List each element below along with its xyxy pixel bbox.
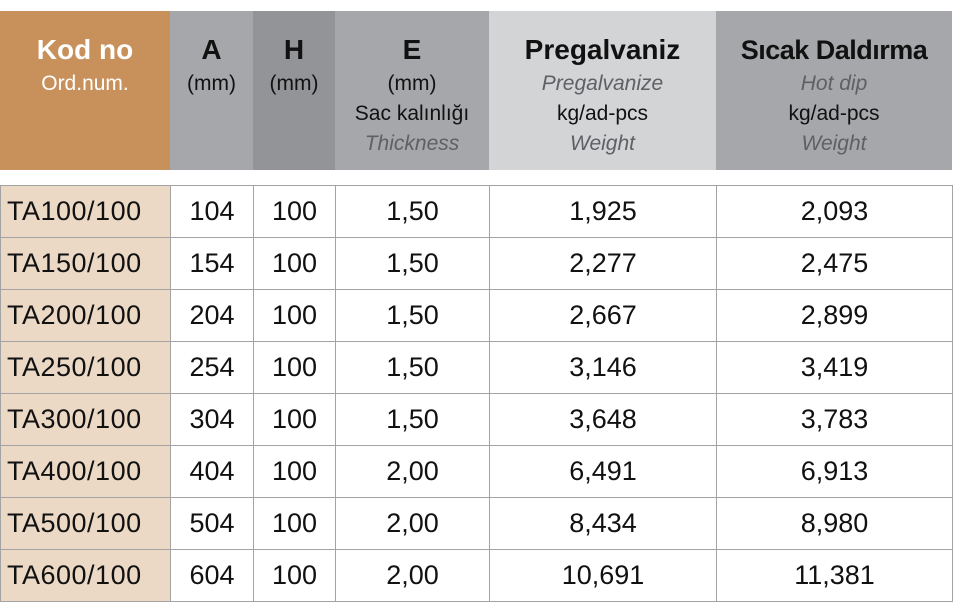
header-pregalvaniz-italic: Pregalvanize [541,72,664,95]
cell-a: 254 [170,341,254,394]
cell-hotdip: 11,381 [716,549,953,602]
header-h: H (mm) [253,11,335,170]
cell-h: 100 [253,445,336,498]
cell-pregalvaniz: 1,925 [489,185,717,238]
cell-e: 1,50 [335,341,490,394]
header-pregalvaniz-title: Pregalvaniz [524,34,681,65]
header-h-title: H [283,34,305,65]
table-row: TA100/100 104 100 1,50 1,925 2,093 [0,185,953,238]
cell-hotdip: 8,980 [716,497,953,550]
cell-a: 304 [170,393,254,446]
cell-h: 100 [253,341,336,394]
cell-a: 154 [170,237,254,290]
header-a-title: A [201,34,222,65]
cell-e: 1,50 [335,237,490,290]
cell-h: 100 [253,289,336,342]
cell-e: 1,50 [335,289,490,342]
cell-pregalvaniz: 6,491 [489,445,717,498]
header-code-title: Kod no [36,34,134,65]
cell-code: TA300/100 [0,393,171,446]
cell-code: TA400/100 [0,445,171,498]
product-table: TA100/100 104 100 1,50 1,925 2,093 TA150/100 15… [0,185,953,602]
cell-code: TA500/100 [0,497,171,550]
cell-code: TA100/100 [0,185,171,238]
cell-pregalvaniz: 2,667 [489,289,717,342]
cell-e: 2,00 [335,549,490,602]
cell-h: 100 [253,237,336,290]
header-e-sub: Sac kalınlığı [354,102,470,125]
cell-hotdip: 3,419 [716,341,953,394]
cell-code: TA600/100 [0,549,171,602]
cell-e: 1,50 [335,393,490,446]
header-hotdip: Sıcak Daldırma Hot dip kg/ad-pcs Weight [716,11,952,170]
header-e-title: E [402,34,422,65]
header-pregalvaniz-weight: Weight [570,132,635,155]
cell-pregalvaniz: 2,277 [489,237,717,290]
header-a-unit: (mm) [187,72,236,95]
cell-hotdip: 6,913 [716,445,953,498]
header-code-sub: Ord.num. [41,72,129,95]
header-pregalvaniz-unit: kg/ad-pcs [556,102,649,125]
cell-code: TA250/100 [0,341,171,394]
cell-pregalvaniz: 10,691 [489,549,717,602]
table-row: TA250/100 254 100 1,50 3,146 3,419 [0,341,953,394]
cell-a: 604 [170,549,254,602]
header-h-unit: (mm) [269,72,319,95]
table-row: TA600/100 604 100 2,00 10,691 11,381 [0,549,953,602]
header-hotdip-italic: Hot dip [800,72,868,95]
header-code: Kod no Ord.num. [0,11,170,170]
cell-h: 100 [253,497,336,550]
cell-e: 1,50 [335,185,490,238]
cell-pregalvaniz: 3,146 [489,341,717,394]
header-hotdip-title: Sıcak Daldırma [740,35,928,65]
header-e-unit: (mm) [387,72,437,95]
cell-e: 2,00 [335,497,490,550]
table-row: TA300/100 304 100 1,50 3,648 3,783 [0,393,953,446]
table-row: TA500/100 504 100 2,00 8,434 8,980 [0,497,953,550]
cell-pregalvaniz: 8,434 [489,497,717,550]
header-e-italic: Thickness [364,132,460,155]
cell-a: 204 [170,289,254,342]
cell-h: 100 [253,393,336,446]
header-e: E (mm) Sac kalınlığı Thickness [335,11,489,170]
cell-hotdip: 3,783 [716,393,953,446]
cell-hotdip: 2,475 [716,237,953,290]
cell-code: TA200/100 [0,289,171,342]
table-row: TA200/100 204 100 1,50 2,667 2,899 [0,289,953,342]
cell-pregalvaniz: 3,648 [489,393,717,446]
header-hotdip-unit: kg/ad-pcs [788,102,880,125]
cell-h: 100 [253,185,336,238]
header-a: A (mm) [170,11,253,170]
cell-hotdip: 2,093 [716,185,953,238]
table-body: TA100/100 104 100 1,50 1,925 2,093 TA150/100 15… [0,185,953,602]
cell-h: 100 [253,549,336,602]
header-pregalvaniz: Pregalvaniz Pregalvanize kg/ad-pcs Weigh… [489,11,716,170]
cell-hotdip: 2,899 [716,289,953,342]
cell-code: TA150/100 [0,237,171,290]
cell-a: 504 [170,497,254,550]
table-row: TA400/100 404 100 2,00 6,491 6,913 [0,445,953,498]
cell-e: 2,00 [335,445,490,498]
cell-a: 404 [170,445,254,498]
table-row: TA150/100 154 100 1,50 2,277 2,475 [0,237,953,290]
header-hotdip-weight: Weight [801,132,867,155]
cell-a: 104 [170,185,254,238]
